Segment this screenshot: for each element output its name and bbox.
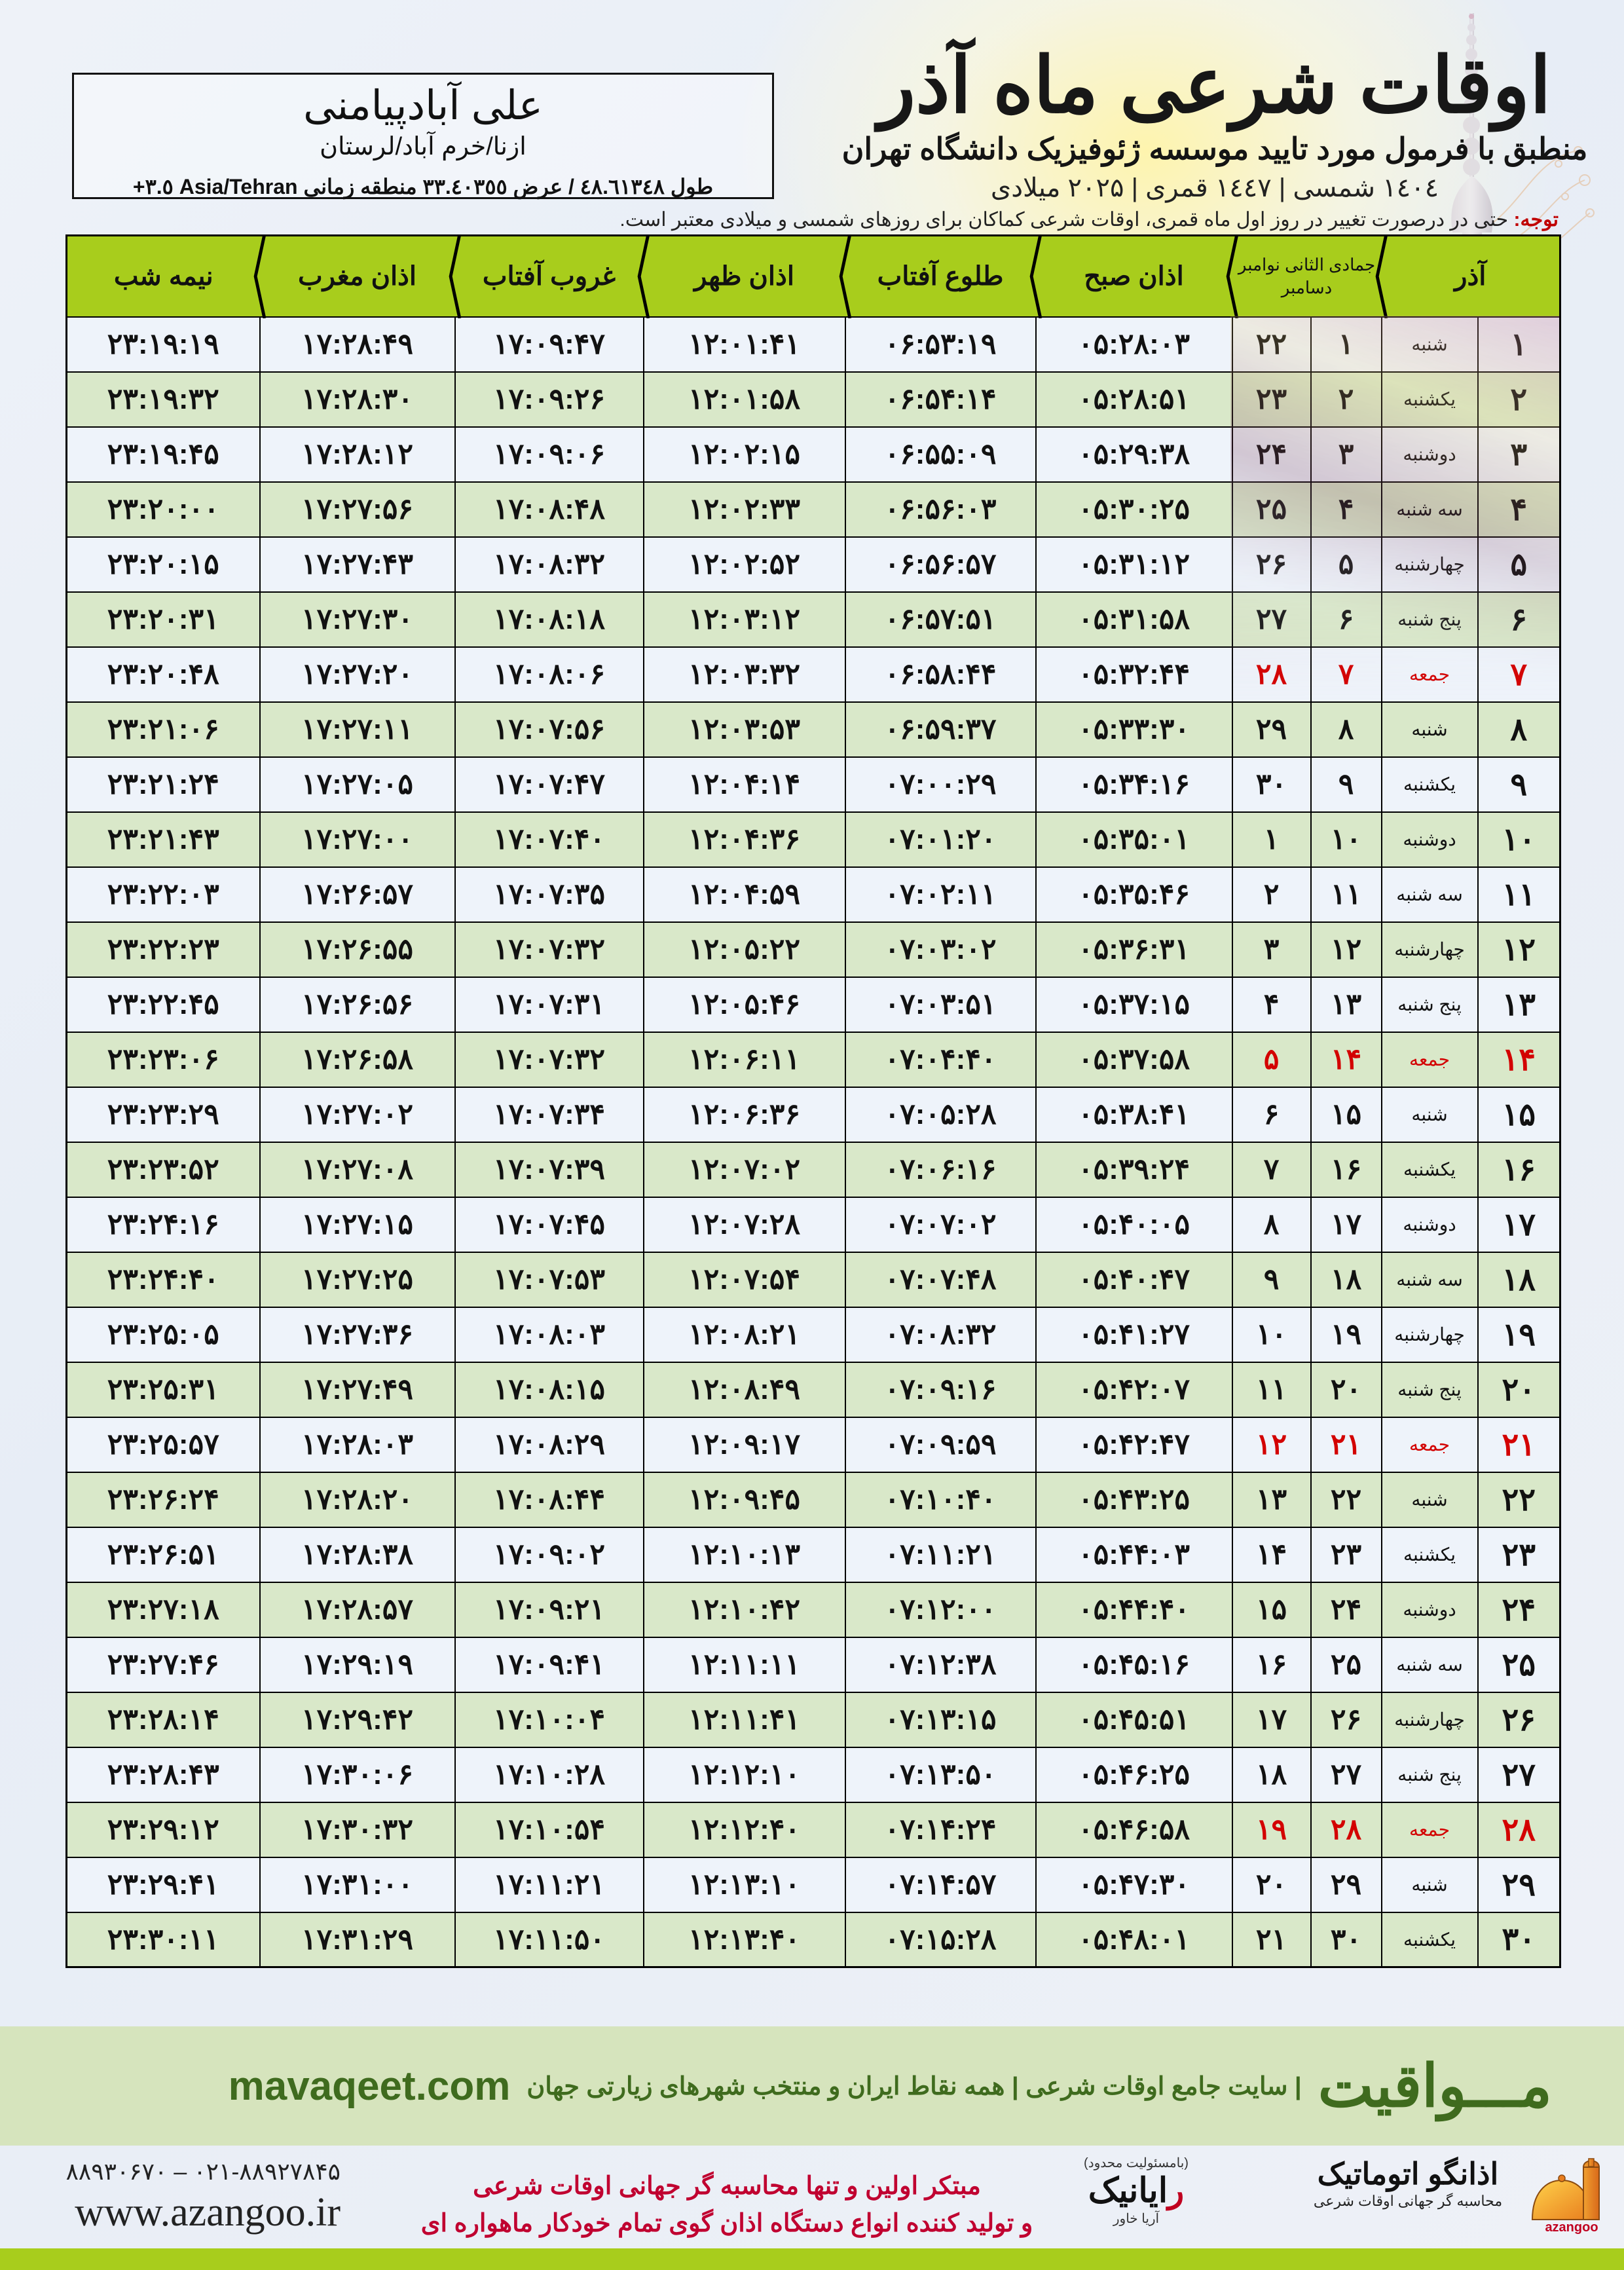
svg-text:azangoo: azangoo xyxy=(1545,2220,1598,2235)
